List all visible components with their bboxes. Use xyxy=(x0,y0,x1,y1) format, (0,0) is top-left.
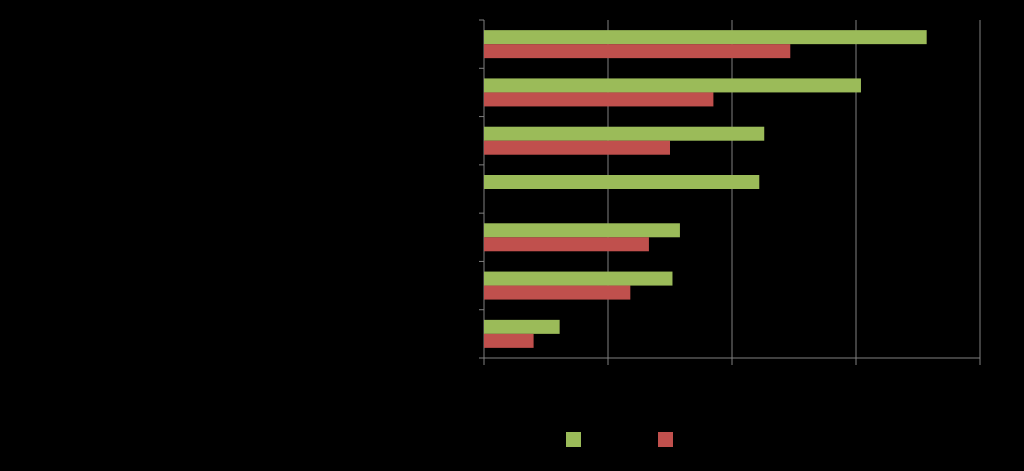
category-axis xyxy=(479,19,485,359)
bar-series-1 xyxy=(484,271,673,286)
bar-series-1 xyxy=(484,30,927,45)
bar-series-2 xyxy=(484,44,791,59)
bar-series-1 xyxy=(484,175,760,189)
bar-series-2 xyxy=(484,237,649,252)
bar-series-1 xyxy=(484,223,680,238)
gridlines xyxy=(483,20,981,365)
bars xyxy=(484,30,927,348)
legend-swatch-series-1 xyxy=(566,432,581,447)
bar-series-1 xyxy=(484,78,861,93)
legend-item-series-2 xyxy=(658,432,679,447)
bar-series-1 xyxy=(484,319,560,334)
bar-series-1 xyxy=(484,126,765,141)
legend xyxy=(0,432,1024,448)
legend-item-series-1 xyxy=(566,432,587,447)
bar-series-2 xyxy=(484,333,534,348)
bar-series-2 xyxy=(484,285,631,300)
bar-series-2 xyxy=(484,140,670,155)
bar-series-2 xyxy=(484,92,714,107)
legend-swatch-series-2 xyxy=(658,432,673,447)
